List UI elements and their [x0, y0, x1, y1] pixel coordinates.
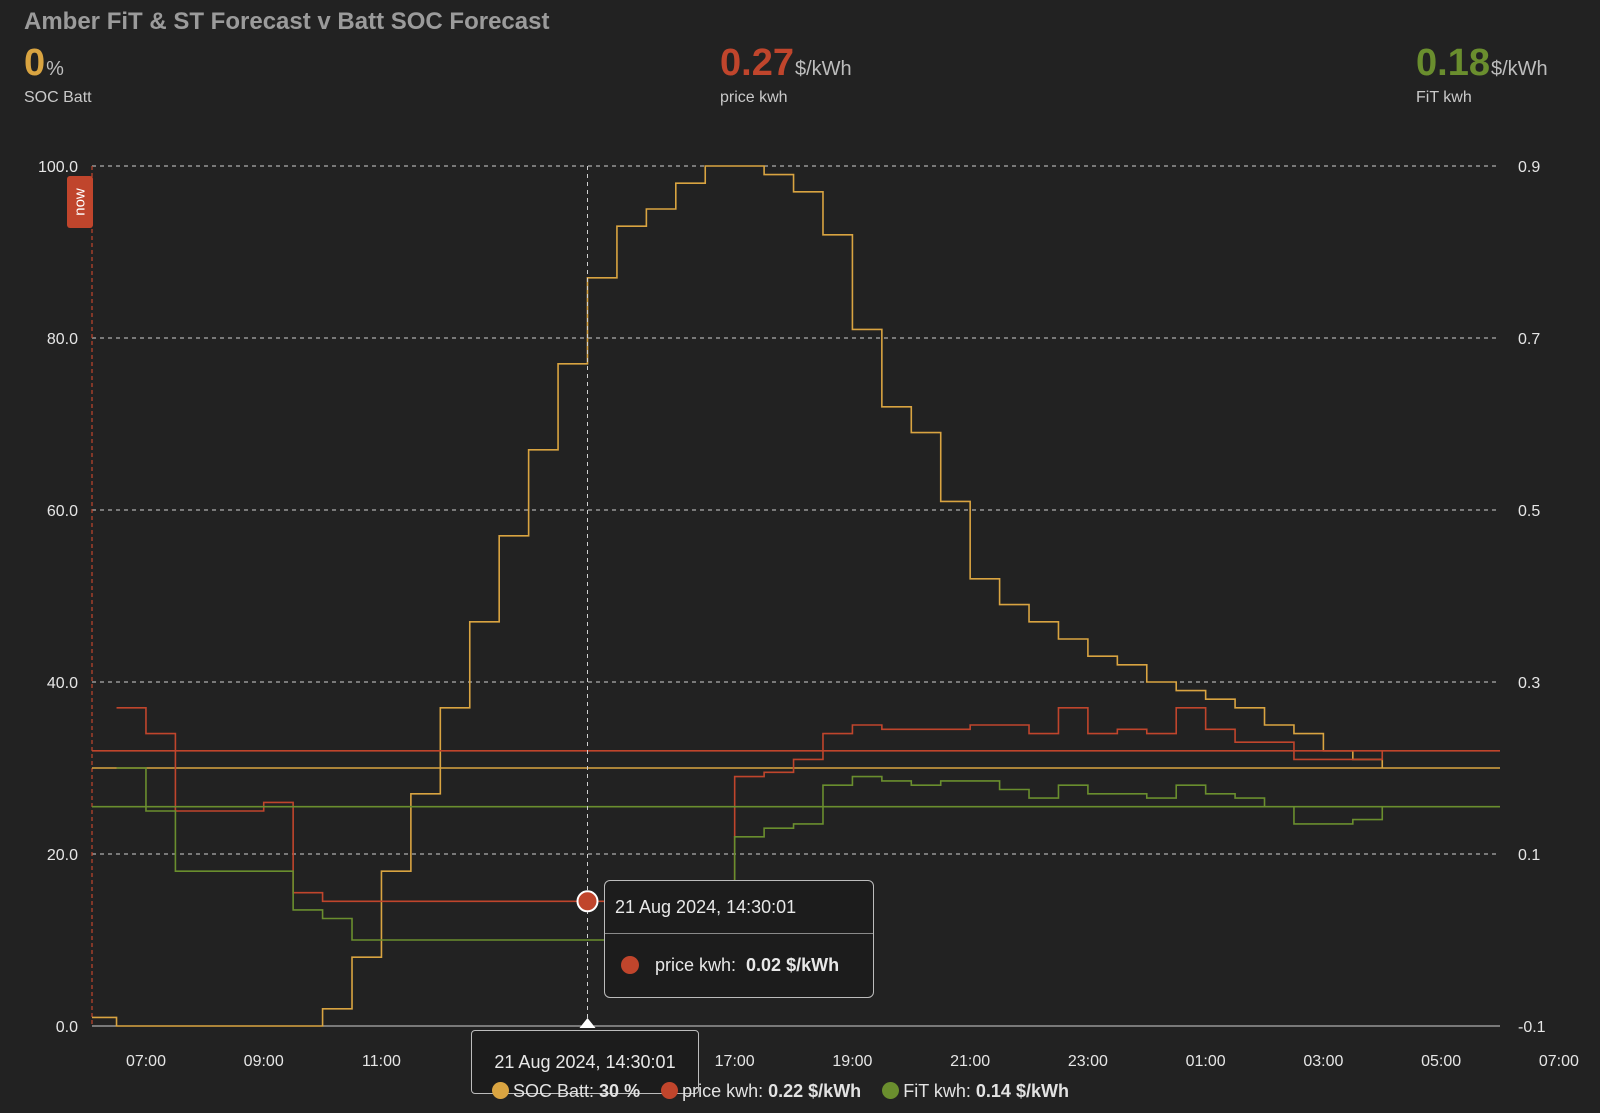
y-left-tick-label: 60.0: [47, 503, 78, 520]
x-tick-label: 19:00: [832, 1053, 872, 1070]
legend-value: 0.22 $/kWh: [768, 1081, 862, 1101]
x-tick-label: 07:00: [126, 1053, 166, 1070]
legend-dot: [882, 1082, 900, 1099]
x-tick-label: 03:00: [1303, 1053, 1343, 1070]
chart-tooltip: 21 Aug 2024, 14:30:01 price kwh: 0.02 $/k…: [604, 880, 874, 998]
legend-item-soc[interactable]: SOC Batt: 30 %: [492, 1081, 640, 1102]
series-line-soc-batt: [92, 165, 1500, 1027]
now-label: now: [71, 188, 89, 216]
tooltip-series-label: price kwh:: [655, 955, 737, 975]
series-line-fit-kwh: [92, 767, 1500, 941]
hover-axis-pointer: [579, 1018, 596, 1028]
tooltip-time: 21 Aug 2024, 14:30:01: [605, 881, 873, 934]
y-left-tick-label: 80.0: [47, 331, 78, 348]
tooltip-series-value: 0.02 $/kWh: [746, 955, 840, 975]
x-tick-label: 17:00: [715, 1053, 755, 1070]
header-stat-unit: $/kWh: [794, 58, 852, 80]
xaxis-tooltip: 21 Aug 2024, 14:30:01: [471, 1030, 699, 1094]
card-title: Amber FiT & ST Forecast v Batt SOC Forec…: [24, 8, 550, 35]
y-right-tick-label: -0.1: [1518, 1019, 1546, 1036]
y-right-tick-label: 0.1: [1518, 847, 1540, 864]
header-stat-value: 0.18: [1416, 42, 1490, 84]
legend-item-fit[interactable]: FiT kwh: 0.14 $/kWh: [882, 1081, 1069, 1102]
legend-value: 30 %: [599, 1081, 641, 1101]
chart-legend: SOC Batt: 30 % price kwh: 0.22 $/kWh FiT…: [492, 1081, 1085, 1102]
hover-point: [576, 890, 599, 913]
x-tick-label: 05:00: [1421, 1053, 1461, 1070]
header-stat-unit: $/kWh: [1490, 58, 1548, 80]
header-stat-value: 0.27: [720, 42, 794, 84]
y-left-tick-label: 20.0: [47, 847, 78, 864]
now-marker-badge: now: [67, 176, 93, 228]
header-stat-unit: %: [46, 58, 64, 80]
legend-dot: [661, 1082, 679, 1099]
legend-item-price[interactable]: price kwh: 0.22 $/kWh: [661, 1081, 861, 1102]
y-left-tick-label: 0.0: [56, 1019, 78, 1036]
series-line-price-kwh: [92, 707, 1500, 903]
header-stat-label: FiT kwh: [1416, 89, 1472, 106]
legend-dot: [492, 1082, 509, 1099]
x-tick-label: 23:00: [1068, 1053, 1108, 1070]
x-tick-label: 09:00: [244, 1053, 284, 1070]
y-left-tick-label: 100.0: [38, 159, 78, 176]
header-stat-price[interactable]: 0.27$/kWh price kwh: [720, 42, 852, 107]
x-tick-label: 01:00: [1186, 1053, 1226, 1070]
legend-name: price kwh:: [682, 1081, 764, 1101]
tooltip-series-dot: [621, 956, 639, 974]
x-tick-label: 07:00: [1539, 1053, 1579, 1070]
y-left-tick-label: 40.0: [47, 675, 78, 692]
y-right-tick-label: 0.5: [1518, 503, 1540, 520]
y-right-tick-label: 0.3: [1518, 675, 1540, 692]
legend-name: SOC Batt:: [513, 1081, 595, 1101]
y-right-tick-label: 0.9: [1518, 159, 1540, 176]
header-stat-label: SOC Batt: [24, 89, 92, 106]
header-stat-value: 0: [24, 42, 46, 84]
tooltip-row: price kwh: 0.02 $/kWh: [605, 934, 873, 996]
x-tick-label: 21:00: [950, 1053, 990, 1070]
legend-name: FiT kwh:: [903, 1081, 971, 1101]
x-tick-label: 11:00: [362, 1053, 401, 1070]
header-stat-soc[interactable]: 0% SOC Batt: [24, 42, 92, 107]
header-stat-fit[interactable]: 0.18$/kWh FiT kwh: [1416, 42, 1548, 107]
y-right-tick-label: 0.7: [1518, 331, 1540, 348]
legend-value: 0.14 $/kWh: [975, 1081, 1069, 1101]
header-stat-label: price kwh: [720, 89, 788, 106]
